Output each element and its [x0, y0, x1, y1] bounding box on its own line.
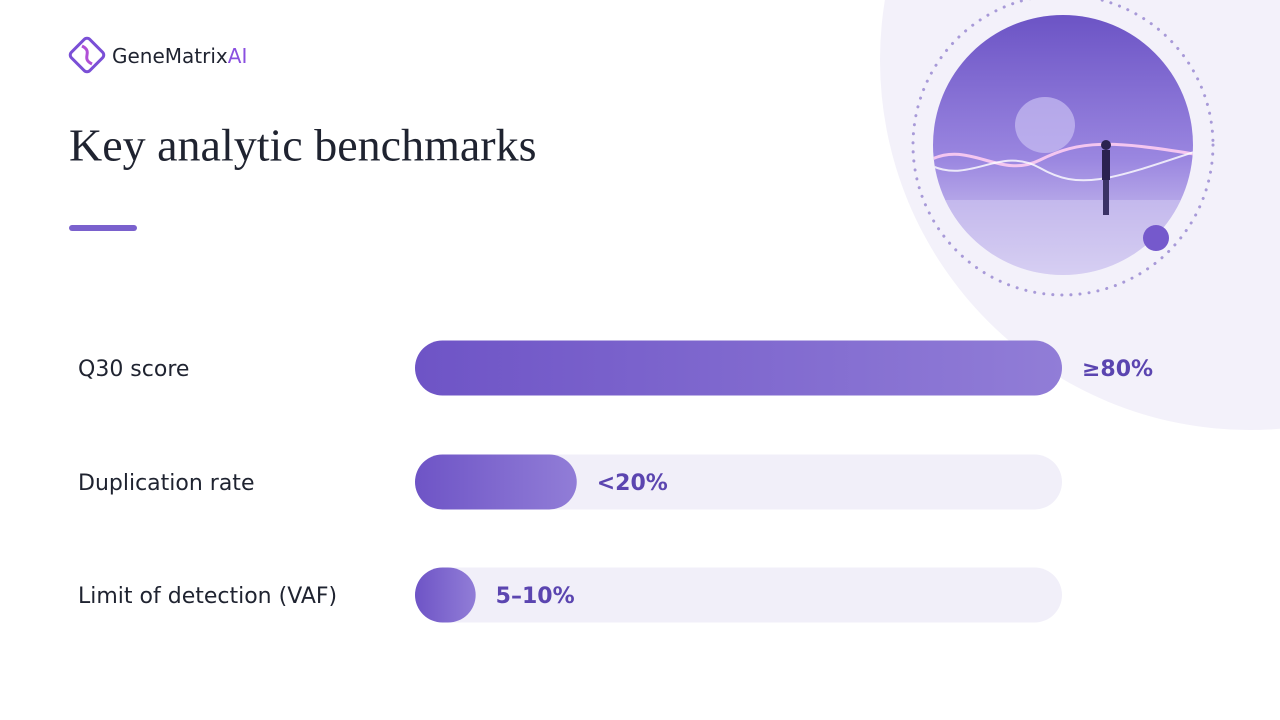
value-label: ≥80% [1082, 357, 1153, 382]
decor-dot [1143, 225, 1169, 251]
logo-accent: AI [228, 44, 248, 68]
bar [415, 454, 577, 510]
value-label: <20% [597, 471, 668, 496]
category-label: Q30 score [78, 357, 189, 382]
bar-track [415, 454, 1062, 510]
title-accent [69, 225, 137, 231]
dotted-ring [911, 0, 1215, 297]
chart-title: Key analytic benchmarks [69, 120, 536, 171]
value-label: 5–10% [496, 584, 575, 609]
category-label: Duplication rate [78, 471, 254, 496]
bar [415, 567, 476, 623]
chart: Q30 score ≥80% Duplication rate <20% Limit o… [78, 340, 1153, 623]
logo-name: GeneMatrix [112, 44, 228, 68]
category-label: Limit of detection (VAF) [78, 584, 337, 609]
bar [415, 340, 1062, 396]
logo [68, 36, 106, 74]
bar-track [415, 567, 1062, 623]
logo-text: GeneMatrixAI [112, 44, 247, 68]
